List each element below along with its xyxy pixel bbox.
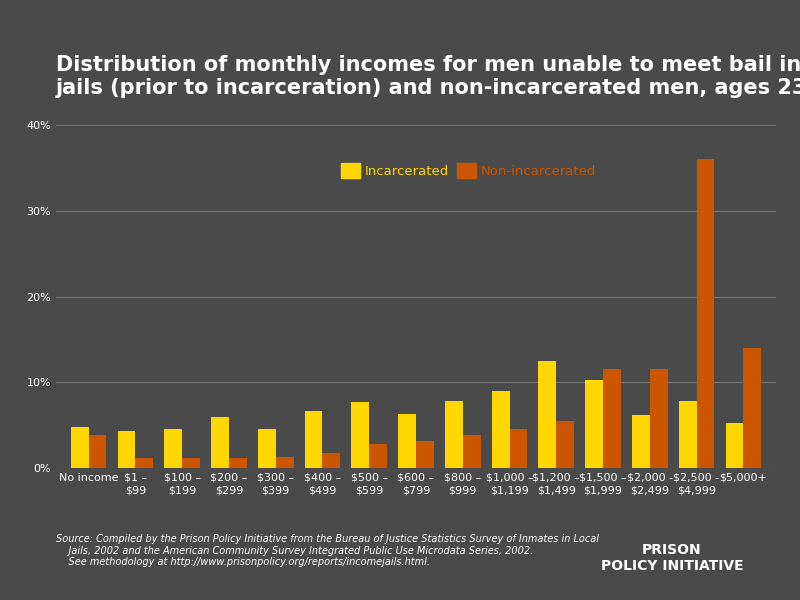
Bar	[416, 440, 434, 468]
Bar	[211, 416, 229, 468]
Bar	[492, 391, 510, 468]
Bar	[182, 458, 200, 468]
Legend: Incarcerated, Non-incarcerated: Incarcerated, Non-incarcerated	[336, 158, 602, 184]
Bar	[135, 458, 154, 468]
Bar	[370, 444, 387, 468]
Bar	[258, 428, 276, 468]
Text: Source: Compiled by the Prison Policy Initiative from the Bureau of Justice Stat: Source: Compiled by the Prison Policy In…	[56, 534, 599, 567]
Bar	[603, 370, 621, 468]
Bar	[462, 434, 481, 468]
Bar	[743, 348, 761, 468]
Bar	[118, 431, 135, 468]
Bar	[632, 415, 650, 468]
Bar	[586, 380, 603, 468]
Bar	[398, 414, 416, 468]
Bar	[229, 458, 246, 468]
Bar	[276, 457, 294, 468]
Bar	[697, 160, 714, 468]
Bar	[556, 421, 574, 468]
Bar	[89, 436, 106, 468]
Bar	[650, 370, 667, 468]
Bar	[351, 402, 370, 468]
Bar	[726, 422, 743, 468]
Bar	[510, 430, 527, 468]
Text: PRISON
POLICY INITIATIVE: PRISON POLICY INITIATIVE	[601, 543, 743, 573]
Bar	[322, 452, 340, 468]
Text: Distribution of monthly incomes for men unable to meet bail in local
jails (prio: Distribution of monthly incomes for men …	[56, 55, 800, 98]
Bar	[678, 401, 697, 468]
Bar	[538, 361, 556, 468]
Bar	[445, 401, 462, 468]
Bar	[305, 412, 322, 468]
Bar	[71, 427, 89, 468]
Bar	[165, 428, 182, 468]
